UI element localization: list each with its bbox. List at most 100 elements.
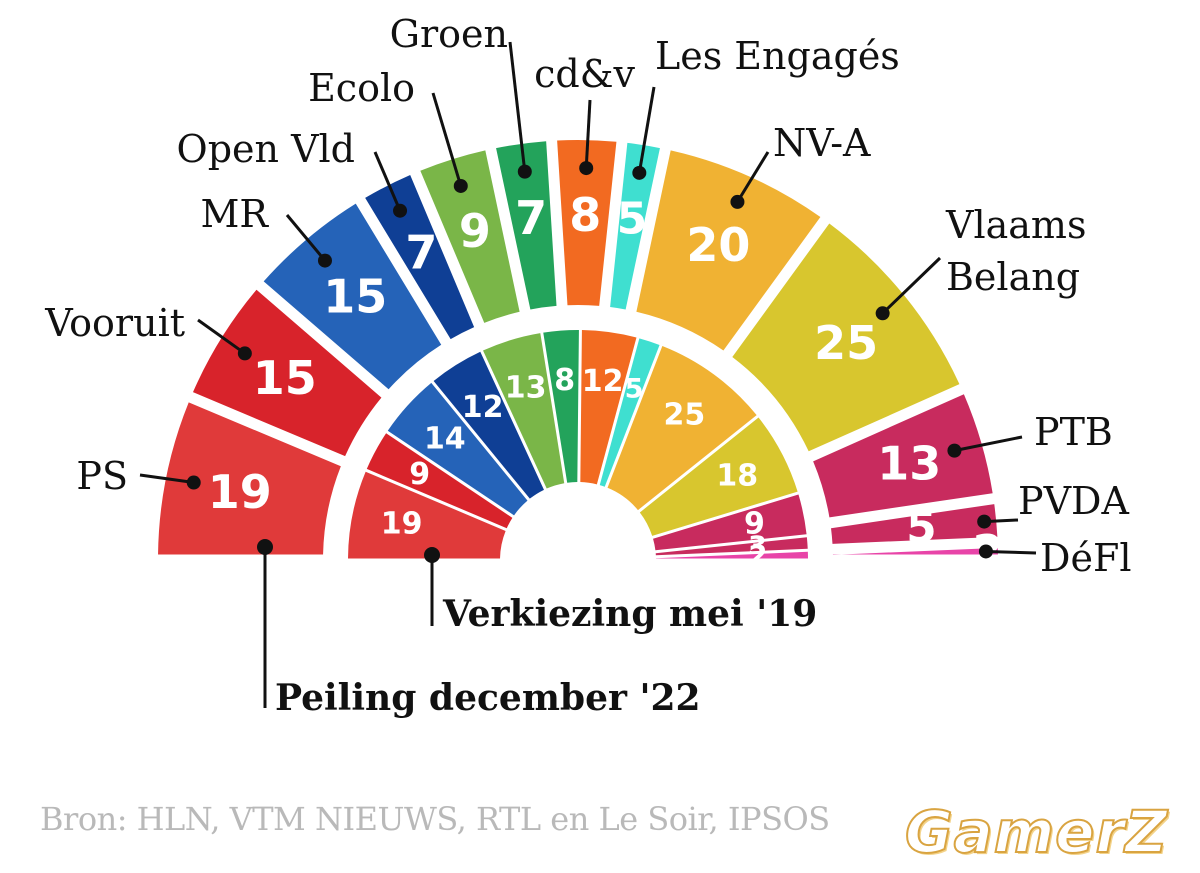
party-name-les-engag-s: Les Engagés: [655, 34, 900, 78]
outer-segment-ps: [158, 402, 341, 555]
inner-value-ptb: 9: [744, 507, 765, 542]
outer-segment-groen: [496, 141, 557, 310]
outer-segment-vooruit: [192, 289, 382, 457]
outer-segment-d-fi: [832, 547, 998, 555]
inner-segment-ecolo: [483, 333, 565, 489]
party-name-nv-a: NV-A: [773, 121, 871, 165]
inner-value-open-vld: 12: [462, 390, 504, 425]
leader-cd-v: [584, 99, 592, 169]
outer-segment-ptb: [813, 394, 993, 518]
inner-value-d-fi: 2: [749, 541, 768, 572]
leader-dot-vooruit: [237, 346, 252, 361]
outer-segment-cd-v: [557, 140, 617, 306]
leader-les-engag-s: [637, 86, 656, 174]
inner-segment-mr: [387, 382, 528, 516]
leader-dot-nv-a: [730, 194, 745, 209]
label-leaders: [139, 41, 1037, 559]
caption-outer-group: Peiling december '22: [257, 539, 701, 719]
leader-dot-groen: [517, 164, 532, 179]
outer-value-mr: 15: [323, 269, 387, 323]
gamerz-logo: GamerZ: [904, 797, 1169, 867]
outer-value-vooruit: 15: [253, 351, 317, 405]
outer-value-ptb: 13: [877, 437, 941, 491]
inner-value-nv-a: 25: [664, 397, 706, 432]
inner-segment-d-fi: [655, 551, 808, 559]
inner-segment-vlaams-belang: [639, 417, 798, 536]
leader-d-fl: [985, 549, 1037, 555]
party-name-groen: Groen: [390, 12, 508, 56]
inner-segment-les-engag-s: [599, 338, 660, 487]
party-name-ecolo: Ecolo: [308, 66, 415, 110]
inner-value-groen: 8: [554, 363, 575, 398]
outer-segment-pvda: [831, 504, 998, 544]
inner-value-ps: 19: [381, 507, 423, 542]
leader-groen: [508, 41, 527, 172]
party-name-vlaams-belang: Vlaams Belang: [945, 203, 1086, 299]
outer-ring: 1915157978520251352: [158, 140, 1003, 577]
inner-segment-groen: [543, 330, 579, 483]
outer-segment-vlaams-belang: [732, 223, 960, 452]
leader-dot-d-fl: [978, 544, 993, 559]
outer-value-cd-v: 8: [569, 188, 601, 242]
leader-dot-open-vld: [393, 203, 408, 218]
inner-value-ecolo: 13: [505, 370, 547, 405]
caption-inner-dot: [424, 547, 440, 563]
leader-dot-ptb: [947, 443, 962, 458]
leader-dot-pvda: [977, 514, 992, 529]
leader-mr: [285, 214, 327, 262]
party-name-ptb: PTB: [1034, 410, 1113, 454]
inner-segment-ptb: [653, 494, 807, 551]
leader-dot-ecolo: [453, 178, 468, 193]
leader-dot-les-engag-s: [632, 165, 647, 180]
party-name-d-fl: DéFl: [1040, 536, 1131, 580]
outer-segment-mr: [263, 203, 442, 390]
outer-segment-ecolo: [420, 150, 520, 323]
leader-ps: [139, 473, 194, 485]
outer-segment-open-vld: [365, 174, 475, 340]
leader-dot-vlaams-belang: [875, 306, 890, 321]
inner-value-cd-v: 12: [582, 364, 624, 399]
inner-segment-ps: [348, 471, 506, 559]
party-name-vooruit: Vooruit: [44, 301, 185, 345]
party-name-open-vld: Open Vld: [177, 127, 355, 171]
leader-dot-ps: [186, 475, 201, 490]
inner-value-vooruit: 9: [409, 457, 430, 492]
caption-inner-group: Verkiezing mei '19: [424, 547, 817, 635]
party-name-cd-v: cd&v: [534, 52, 635, 96]
outer-value-pvda: 5: [906, 502, 936, 553]
outer-value-groen: 7: [515, 191, 547, 245]
outer-value-nv-a: 20: [686, 218, 750, 272]
outer-segment-les-engag-s: [610, 142, 660, 310]
leader-ecolo: [431, 92, 463, 187]
caption-outer-dot: [257, 539, 273, 555]
source-note: Bron: HLN, VTM NIEUWS, RTL en Le Soir, I…: [40, 800, 830, 838]
leader-open-vld: [373, 151, 402, 212]
outer-value-vlaams-belang: 25: [814, 316, 878, 370]
outer-value-les-engag-s: 5: [617, 194, 647, 245]
inner-segment-vooruit: [366, 433, 513, 529]
party-name-pvda: PVDA: [1018, 479, 1129, 523]
inner-segment-nv-a: [607, 346, 757, 511]
leader-ptb: [954, 435, 1023, 453]
party-name-ps: PS: [76, 454, 128, 498]
party-name-mr: MR: [200, 192, 269, 236]
outer-value-open-vld: 7: [405, 226, 437, 280]
leader-vooruit: [197, 318, 246, 355]
inner-value-mr: 14: [424, 421, 466, 456]
leader-dot-cd-v: [579, 161, 594, 176]
party-names: PS Vooruit MR Open Vld Ecolo Groen cd&v Les Eng…: [44, 12, 1131, 580]
inner-segment-cd-v: [580, 330, 637, 485]
inner-segment-pvda: [655, 537, 808, 556]
outer-segment-nv-a: [636, 150, 821, 351]
caption-inner: Verkiezing mei '19: [442, 593, 817, 635]
outer-value-ps: 19: [208, 465, 272, 519]
outer-value-ecolo: 9: [459, 204, 491, 258]
caption-outer: Peiling december '22: [275, 677, 701, 719]
leader-dot-mr: [317, 253, 332, 268]
leader-nv-a: [736, 151, 770, 203]
leader-vlaams-belang: [881, 256, 942, 315]
inner-value-vlaams-belang: 18: [716, 459, 758, 494]
inner-value-les-engag-s: 5: [625, 373, 644, 404]
